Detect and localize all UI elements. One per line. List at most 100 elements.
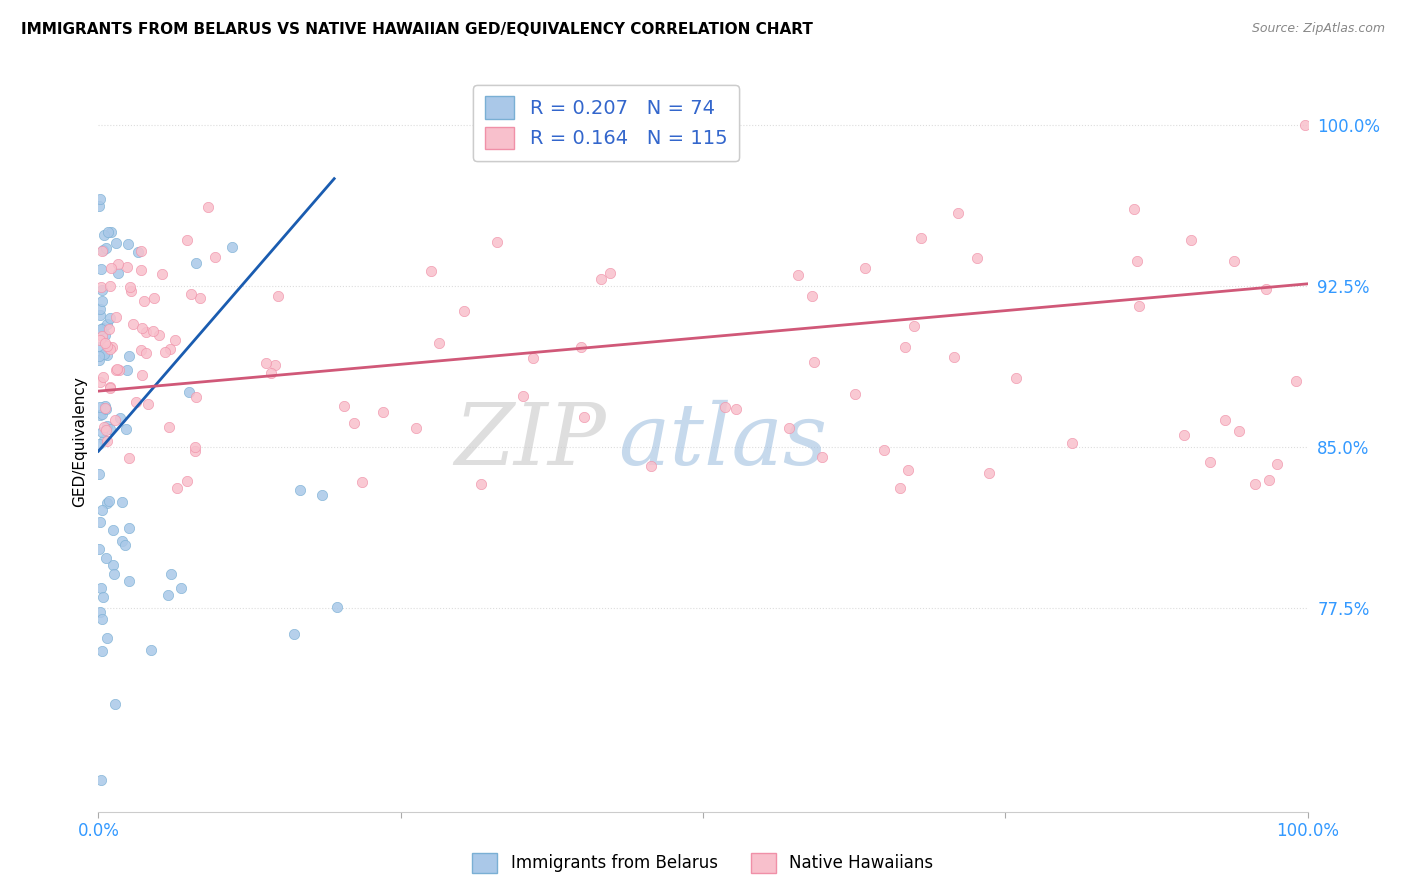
Point <box>1198 455 1220 469</box>
Point <box>853 261 876 276</box>
Point <box>135 325 157 339</box>
Point <box>98 342 121 356</box>
Point <box>100 225 122 239</box>
Point <box>120 280 142 294</box>
Point <box>153 344 176 359</box>
Point <box>267 289 290 303</box>
Point <box>94 401 117 415</box>
Point <box>713 401 735 415</box>
Point <box>1060 436 1083 450</box>
Point <box>115 363 138 377</box>
Point <box>131 320 153 334</box>
Point <box>332 400 354 414</box>
Point <box>118 521 141 535</box>
Point <box>93 347 115 361</box>
Point <box>942 350 965 364</box>
Point <box>94 423 117 437</box>
Point <box>90 262 112 277</box>
Point <box>166 481 188 495</box>
Point <box>177 384 200 399</box>
Point <box>803 355 825 369</box>
Point <box>1223 253 1246 268</box>
Point <box>94 399 117 413</box>
Point <box>97 494 120 508</box>
Point <box>90 280 112 294</box>
Point <box>118 450 141 465</box>
Point <box>873 443 896 458</box>
Point <box>103 566 125 581</box>
Point <box>163 333 186 347</box>
Point <box>89 334 111 348</box>
Point <box>89 302 111 317</box>
Text: ZIP: ZIP <box>454 401 606 483</box>
Point <box>93 433 115 447</box>
Point <box>90 581 112 595</box>
Point <box>405 421 427 435</box>
Point <box>90 283 112 297</box>
Text: Source: ZipAtlas.com: Source: ZipAtlas.com <box>1251 22 1385 36</box>
Point <box>94 241 117 255</box>
Point <box>129 343 152 357</box>
Point <box>89 308 111 322</box>
Point <box>135 345 157 359</box>
Point <box>89 193 111 207</box>
Point <box>91 425 114 439</box>
Point <box>977 466 1000 480</box>
Point <box>1243 476 1265 491</box>
Point <box>420 264 443 278</box>
Point <box>159 420 181 434</box>
Point <box>87 199 110 213</box>
Point <box>104 236 127 251</box>
Point <box>139 642 162 657</box>
Point <box>131 368 153 383</box>
Y-axis label: GED/Equivalency: GED/Equivalency <box>72 376 87 507</box>
Text: IMMIGRANTS FROM BELARUS VS NATIVE HAWAIIAN GED/EQUIVALENCY CORRELATION CHART: IMMIGRANTS FROM BELARUS VS NATIVE HAWAII… <box>21 22 813 37</box>
Point <box>844 387 866 401</box>
Point <box>98 279 121 293</box>
Point <box>1294 118 1316 132</box>
Point <box>152 267 174 281</box>
Point <box>188 291 211 305</box>
Point <box>810 450 832 464</box>
Point <box>90 503 112 517</box>
Point <box>96 348 118 362</box>
Point <box>96 496 118 510</box>
Point <box>93 227 115 242</box>
Point <box>89 541 111 556</box>
Point <box>176 474 198 488</box>
Point <box>1128 299 1150 313</box>
Point <box>569 340 592 354</box>
Point <box>118 349 141 363</box>
Point <box>104 363 127 377</box>
Point <box>800 288 823 302</box>
Point <box>903 318 925 333</box>
Point <box>125 394 148 409</box>
Point <box>114 422 136 436</box>
Point <box>640 458 662 473</box>
Point <box>111 495 134 509</box>
Point <box>326 600 349 615</box>
Point <box>311 488 333 502</box>
Point <box>342 416 364 430</box>
Point <box>352 475 374 489</box>
Point <box>104 412 127 426</box>
Point <box>91 644 114 658</box>
Legend: R = 0.207   N = 74, R = 0.164   N = 115: R = 0.207 N = 74, R = 0.164 N = 115 <box>474 85 740 161</box>
Point <box>120 284 142 298</box>
Point <box>142 324 165 338</box>
Point <box>97 225 120 239</box>
Point <box>184 256 207 270</box>
Point <box>96 318 118 332</box>
Point <box>204 250 226 264</box>
Point <box>184 390 207 404</box>
Point <box>1123 202 1146 217</box>
Point <box>1258 473 1281 487</box>
Point <box>91 243 114 257</box>
Point <box>129 263 152 277</box>
Point <box>1125 254 1147 268</box>
Point <box>264 358 287 372</box>
Point <box>89 515 111 529</box>
Point <box>470 476 492 491</box>
Point <box>103 558 125 572</box>
Point <box>107 257 129 271</box>
